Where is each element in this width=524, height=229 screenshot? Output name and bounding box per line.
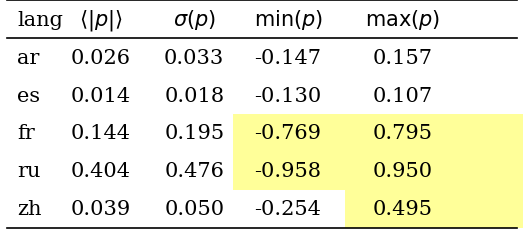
Text: $\min(p)$: $\min(p)$ [254, 8, 323, 32]
Text: es: es [17, 86, 40, 105]
Text: 0.157: 0.157 [373, 49, 433, 67]
Text: 0.018: 0.018 [164, 86, 224, 105]
Text: fr: fr [17, 124, 35, 143]
Text: 0.050: 0.050 [164, 199, 224, 218]
Bar [233, 152, 345, 190]
Text: 0.476: 0.476 [165, 162, 224, 180]
Text: -0.147: -0.147 [255, 49, 322, 67]
Text: $\max(p)$: $\max(p)$ [365, 8, 440, 32]
Text: $\sigma(p)$: $\sigma(p)$ [173, 8, 216, 32]
Text: -0.130: -0.130 [255, 86, 322, 105]
Text: ru: ru [17, 162, 40, 180]
Text: $\langle |p| \rangle$: $\langle |p| \rangle$ [79, 8, 122, 33]
Text: 0.033: 0.033 [164, 49, 224, 67]
Text: zh: zh [17, 199, 41, 218]
Text: -0.254: -0.254 [255, 199, 322, 218]
Text: 0.026: 0.026 [70, 49, 130, 67]
Bar [233, 114, 345, 152]
Text: 0.039: 0.039 [70, 199, 130, 218]
Text: -0.958: -0.958 [255, 162, 322, 180]
Bar [345, 190, 522, 228]
Text: -0.769: -0.769 [255, 124, 322, 143]
Text: ar: ar [17, 49, 39, 67]
Text: 0.144: 0.144 [70, 124, 130, 143]
Bar [345, 152, 522, 190]
Bar [345, 114, 522, 152]
Text: 0.195: 0.195 [164, 124, 224, 143]
Text: 0.014: 0.014 [70, 86, 130, 105]
Text: 0.495: 0.495 [373, 199, 433, 218]
Text: 0.795: 0.795 [373, 124, 433, 143]
Text: lang: lang [17, 11, 63, 30]
Text: 0.950: 0.950 [373, 162, 433, 180]
Text: 0.404: 0.404 [70, 162, 130, 180]
Text: 0.107: 0.107 [373, 86, 433, 105]
